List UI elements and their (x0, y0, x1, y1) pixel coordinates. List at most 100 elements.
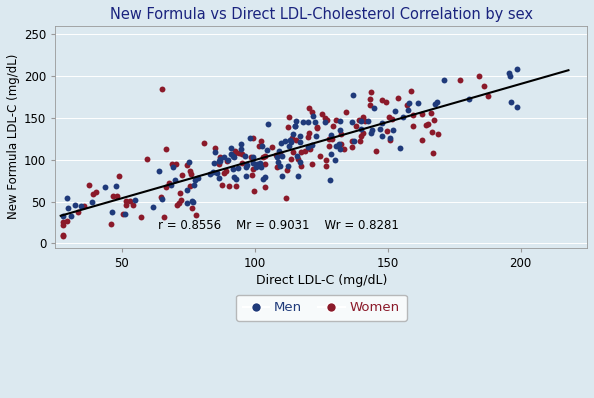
Point (304, 144, 313, 150)
Point (285, 113, 294, 120)
Point (219, 170, 229, 176)
Point (421, 122, 431, 129)
Point (429, 116, 439, 123)
Point (210, 144, 220, 151)
Point (408, 111, 418, 118)
Point (120, 211, 129, 217)
Point (172, 201, 182, 208)
Point (237, 160, 247, 166)
Y-axis label: New Formula LDL-C (mg/dL): New Formula LDL-C (mg/dL) (7, 54, 20, 219)
Point (434, 131, 443, 137)
Point (59, 222, 68, 228)
Title: New Formula vs Direct LDL-Cholesterol Correlation by sex: New Formula vs Direct LDL-Cholesterol Co… (110, 7, 533, 22)
Point (296, 139, 305, 146)
Point (246, 135, 255, 141)
Point (308, 109, 317, 115)
Point (456, 77, 465, 83)
Point (186, 171, 195, 177)
Point (215, 161, 225, 168)
Point (107, 209, 116, 215)
Point (288, 131, 298, 137)
Point (87, 199, 97, 205)
Point (347, 119, 356, 125)
Point (158, 196, 168, 202)
Point (347, 144, 357, 150)
Point (79, 203, 89, 209)
Point (322, 117, 331, 123)
Legend: Men, Women: Men, Women (236, 295, 406, 321)
Point (365, 96, 375, 103)
Point (405, 100, 414, 106)
Point (161, 146, 170, 152)
Point (121, 202, 131, 208)
Point (479, 83, 489, 90)
Point (73, 209, 83, 215)
Point (228, 166, 238, 172)
Point (210, 149, 219, 155)
Point (403, 107, 413, 114)
Point (184, 159, 193, 165)
Point (277, 153, 286, 159)
Point (183, 200, 192, 206)
Point (177, 172, 187, 178)
Point (403, 102, 412, 109)
Point (185, 168, 194, 174)
Point (274, 147, 284, 154)
Point (233, 165, 243, 171)
Point (324, 143, 334, 150)
Point (355, 117, 364, 123)
Point (406, 88, 415, 94)
Point (366, 102, 375, 109)
Point (108, 193, 118, 199)
Point (356, 125, 365, 132)
Point (432, 98, 442, 105)
Point (157, 86, 166, 92)
Point (224, 183, 233, 189)
Point (331, 143, 340, 150)
Point (252, 161, 261, 167)
Point (393, 95, 403, 101)
Point (257, 163, 266, 170)
Point (189, 181, 199, 188)
Point (193, 175, 203, 181)
Point (206, 171, 215, 178)
Point (261, 174, 270, 180)
Point (71, 201, 80, 208)
Point (111, 183, 121, 189)
Point (171, 160, 181, 167)
Point (293, 156, 303, 162)
Point (165, 179, 174, 186)
Point (59, 233, 68, 239)
Point (260, 184, 270, 191)
Point (230, 148, 240, 154)
Point (257, 143, 267, 149)
Point (217, 182, 227, 188)
Point (385, 137, 394, 143)
Point (169, 164, 178, 170)
Point (154, 168, 164, 174)
Point (189, 198, 198, 205)
Point (242, 173, 251, 179)
Point (356, 118, 365, 124)
Point (292, 152, 302, 159)
Point (219, 154, 229, 160)
Point (326, 150, 336, 157)
Point (122, 197, 131, 204)
Point (254, 143, 264, 150)
Point (130, 197, 140, 203)
Point (398, 113, 407, 120)
Point (275, 151, 285, 157)
Point (287, 135, 296, 141)
Point (367, 127, 377, 133)
Point (232, 183, 241, 189)
Point (396, 145, 405, 152)
Point (303, 119, 312, 125)
Point (418, 137, 427, 144)
Point (328, 123, 337, 130)
Point (337, 131, 346, 138)
Point (513, 66, 522, 72)
Point (417, 111, 426, 117)
Point (264, 121, 273, 127)
Point (506, 98, 516, 105)
Point (261, 161, 270, 167)
